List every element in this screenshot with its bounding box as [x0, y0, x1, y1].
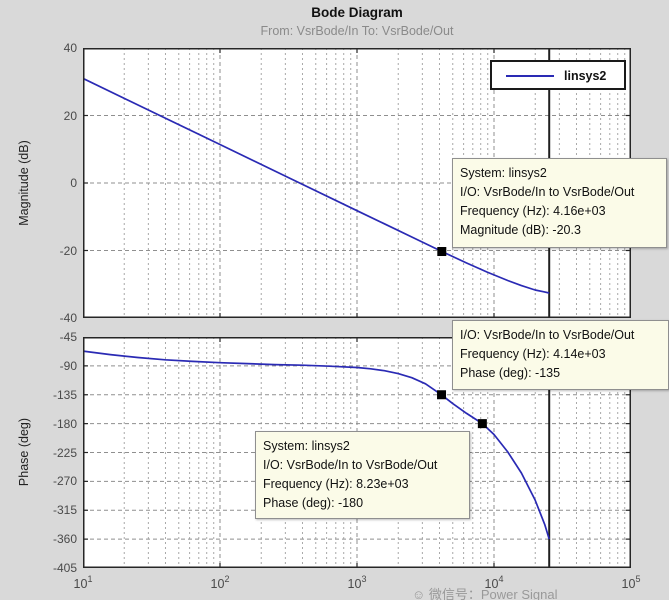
ph-ytick--90: -90 [59, 358, 77, 373]
ph-ytick--270: -270 [52, 474, 77, 489]
datatip-line: System: linsys2 [263, 439, 350, 453]
xtick-10e1: 101 [73, 574, 93, 592]
xtick-10e2: 102 [210, 574, 230, 592]
datatip-line: Frequency (Hz): 4.16e+03 [460, 204, 606, 218]
legend-label: linsys2 [564, 69, 607, 83]
page-title: Bode Diagram [311, 5, 403, 20]
mag-ytick--40: -40 [59, 311, 77, 325]
legend-line-sample-icon [506, 75, 554, 77]
datatip-line: Phase (deg): -135 [460, 366, 561, 380]
ph-ytick--180: -180 [52, 416, 77, 431]
datatip-line: Frequency (Hz): 8.23e+03 [263, 477, 409, 491]
mag-ytick--20: -20 [59, 243, 77, 258]
ph-ytick--45: -45 [59, 330, 77, 344]
plot-subtitle: From: VsrBode/In To: VsrBode/Out [260, 24, 454, 38]
ph-ytick--360: -360 [52, 532, 77, 547]
ph-ytick--225: -225 [52, 445, 77, 460]
datatip-magnitude[interactable]: System: linsys2 I/O: VsrBode/In to VsrBo… [452, 158, 667, 248]
mag-ytick-40: 40 [63, 41, 77, 55]
watermark-text: ☺ 微信号：Power Signal [412, 587, 558, 600]
datatip-phase-135[interactable]: I/O: VsrBode/In to VsrBode/Out Frequency… [452, 320, 669, 390]
xtick-10e4: 104 [484, 574, 504, 592]
xtick-10e5: 105 [621, 574, 641, 592]
datatip-line: Frequency (Hz): 4.14e+03 [460, 347, 606, 361]
datatip-line: I/O: VsrBode/In to VsrBode/Out [263, 458, 438, 472]
datatip-line: Magnitude (dB): -20.3 [460, 223, 581, 237]
datatip-line: Phase (deg): -180 [263, 496, 364, 510]
datatip-line: I/O: VsrBode/In to VsrBode/Out [460, 185, 635, 199]
ph-ytick--405: -405 [52, 561, 77, 575]
legend[interactable]: linsys2 [490, 60, 626, 90]
datatip-phase-180[interactable]: System: linsys2 I/O: VsrBode/In to VsrBo… [255, 431, 470, 519]
mag-ytick-0: 0 [70, 176, 77, 190]
ph-ytick--135: -135 [52, 387, 77, 402]
xtick-10e3: 103 [347, 574, 367, 592]
datatip-line: I/O: VsrBode/In to VsrBode/Out [460, 328, 635, 342]
ph-ytick--315: -315 [52, 503, 77, 518]
datatip-line: System: linsys2 [460, 166, 547, 180]
mag-ytick-20: 20 [63, 108, 77, 123]
